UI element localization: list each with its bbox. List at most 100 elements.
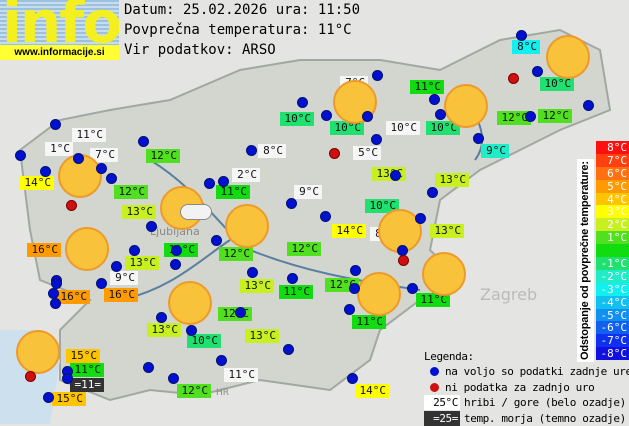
legend-white-sample: 25°C xyxy=(424,395,460,411)
scale-step: -7°C xyxy=(596,334,629,347)
sun-icon xyxy=(422,252,466,296)
logo[interactable]: info www.informacije.si xyxy=(0,0,119,60)
station-dot-missing[interactable] xyxy=(398,255,409,266)
temperature-label: 13°C xyxy=(125,256,159,270)
station-dot-available[interactable] xyxy=(50,298,61,309)
temperature-label: 11°C xyxy=(410,80,444,94)
station-dot-available[interactable] xyxy=(235,307,246,318)
station-dot-available[interactable] xyxy=(106,173,117,184)
temperature-label: 9°C xyxy=(110,271,138,285)
station-dot-available[interactable] xyxy=(186,325,197,336)
station-dot-available[interactable] xyxy=(218,176,229,187)
station-dot-available[interactable] xyxy=(473,133,484,144)
station-dot-available[interactable] xyxy=(170,259,181,270)
station-dot-available[interactable] xyxy=(347,373,358,384)
scale-step: -4°C xyxy=(596,295,629,309)
station-dot-available[interactable] xyxy=(216,355,227,366)
station-dot-available[interactable] xyxy=(532,66,543,77)
station-dot-available[interactable] xyxy=(129,245,140,256)
station-dot-available[interactable] xyxy=(143,362,154,373)
scale-title: Odstopanje od povprečne temperature: xyxy=(577,159,594,362)
temperature-label: 10°C xyxy=(540,77,574,91)
station-dot-available[interactable] xyxy=(43,392,54,403)
station-dot-available[interactable] xyxy=(40,166,51,177)
temperature-label: 12°C xyxy=(538,109,572,123)
station-dot-available[interactable] xyxy=(297,97,308,108)
station-dot-available[interactable] xyxy=(415,213,426,224)
temperature-label: 11°C xyxy=(352,315,386,329)
station-dot-available[interactable] xyxy=(168,373,179,384)
temperature-label: 5°C xyxy=(353,146,381,160)
temperature-label: 15°C xyxy=(52,392,86,406)
station-dot-available[interactable] xyxy=(525,111,536,122)
temperature-label: 8°C xyxy=(258,144,286,158)
station-dot-available[interactable] xyxy=(247,267,258,278)
station-dot-missing[interactable] xyxy=(25,371,36,382)
station-dot-available[interactable] xyxy=(287,273,298,284)
station-dot-available[interactable] xyxy=(283,344,294,355)
temperature-label: 11°C xyxy=(72,128,106,142)
avg-temp-line: Povprečna temperatura: 11°C xyxy=(124,22,352,38)
station-dot-available[interactable] xyxy=(246,145,257,156)
temperature-label: =11= xyxy=(70,378,104,392)
station-dot-available[interactable] xyxy=(371,134,382,145)
station-dot-available[interactable] xyxy=(583,100,594,111)
deviation-scale: 8°C 7°C 6°C 5°C 4°C 3°C 2°C 1°C -1°C -2°C -3°C -4°C… xyxy=(596,141,629,360)
scale-step: -5°C xyxy=(596,308,629,322)
temperature-label: 12°C xyxy=(219,247,253,261)
legend-sea: temp. morja (temno ozadje) xyxy=(464,411,626,425)
station-dot-available[interactable] xyxy=(138,136,149,147)
station-dot-available[interactable] xyxy=(286,198,297,209)
station-dot-available[interactable] xyxy=(62,373,73,384)
temperature-label: 13°C xyxy=(435,173,469,187)
station-dot-available[interactable] xyxy=(73,153,84,164)
station-dot-available[interactable] xyxy=(435,109,446,120)
station-dot-available[interactable] xyxy=(111,261,122,272)
blue-dot-icon xyxy=(430,367,439,377)
scale-step: 6°C xyxy=(596,166,629,180)
temperature-label: 12°C xyxy=(146,149,180,163)
temperature-label: 11°C xyxy=(416,293,450,307)
station-dot-available[interactable] xyxy=(350,265,361,276)
station-dot-available[interactable] xyxy=(516,30,527,41)
station-dot-available[interactable] xyxy=(50,119,61,130)
logo-url[interactable]: www.informacije.si xyxy=(0,45,119,60)
station-dot-available[interactable] xyxy=(321,110,332,121)
scale-step: -2°C xyxy=(596,269,629,283)
temperature-label: 13°C xyxy=(430,224,464,238)
station-dot-available[interactable] xyxy=(344,304,355,315)
scale-step: 3°C xyxy=(596,205,629,218)
temperature-label: 10°C xyxy=(330,121,364,135)
station-dot-available[interactable] xyxy=(407,283,418,294)
scale-step: 8°C xyxy=(596,141,629,154)
station-dot-available[interactable] xyxy=(146,221,157,232)
temperature-label: 10°C xyxy=(426,121,460,135)
station-dot-available[interactable] xyxy=(349,283,360,294)
station-dot-missing[interactable] xyxy=(66,200,77,211)
station-dot-available[interactable] xyxy=(372,70,383,81)
temperature-label: 16°C xyxy=(56,290,90,304)
temperature-label: 11°C xyxy=(70,363,104,377)
station-dot-available[interactable] xyxy=(427,187,438,198)
station-dot-available[interactable] xyxy=(204,178,215,189)
station-dot-available[interactable] xyxy=(211,235,222,246)
red-dot-icon xyxy=(430,382,439,392)
scale-step: 4°C xyxy=(596,192,629,206)
station-dot-available[interactable] xyxy=(362,111,373,122)
station-dot-available[interactable] xyxy=(156,312,167,323)
station-dot-available[interactable] xyxy=(390,170,401,181)
sun-icon xyxy=(168,281,212,325)
station-dot-available[interactable] xyxy=(15,150,26,161)
station-dot-available[interactable] xyxy=(96,278,107,289)
scale-step: -1°C xyxy=(596,257,629,270)
station-dot-available[interactable] xyxy=(171,245,182,256)
scale-step: 5°C xyxy=(596,179,629,193)
station-dot-missing[interactable] xyxy=(508,73,519,84)
station-dot-available[interactable] xyxy=(320,211,331,222)
station-dot-available[interactable] xyxy=(429,94,440,105)
station-dot-available[interactable] xyxy=(96,163,107,174)
zagreb-label: Zagreb xyxy=(480,285,537,304)
hr-label: HR xyxy=(216,388,229,398)
temperature-label: 9°C xyxy=(294,185,322,199)
station-dot-missing[interactable] xyxy=(329,148,340,159)
